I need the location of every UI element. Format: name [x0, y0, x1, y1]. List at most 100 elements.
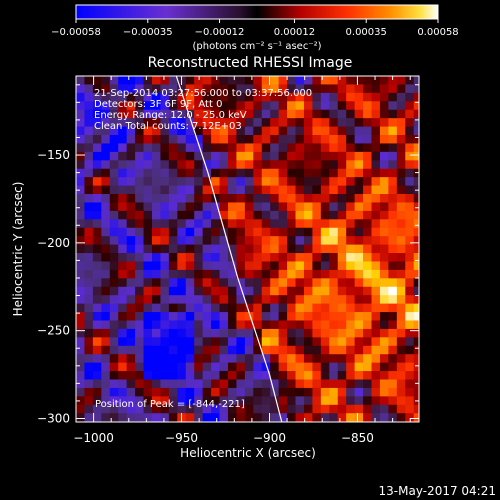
heatmap-pixel — [160, 244, 170, 254]
heatmap-pixel — [320, 118, 330, 127]
heatmap-pixel — [312, 320, 322, 330]
heatmap-pixel — [219, 185, 229, 195]
heatmap-pixel — [109, 194, 119, 203]
heatmap-pixel — [320, 362, 330, 372]
heatmap-pixel — [371, 286, 381, 296]
heatmap-pixel — [143, 328, 153, 338]
heatmap-pixel — [295, 202, 305, 212]
heatmap-pixel — [371, 219, 381, 229]
heatmap-pixel — [92, 236, 102, 246]
heatmap-pixel — [101, 236, 111, 246]
heatmap-pixel — [160, 194, 170, 203]
heatmap-pixel — [194, 135, 204, 144]
heatmap-pixel — [126, 185, 136, 195]
heatmap-pixel — [244, 404, 254, 414]
heatmap-pixel — [185, 135, 195, 144]
heatmap-pixel — [177, 396, 187, 406]
heatmap-pixel — [329, 261, 339, 271]
heatmap-pixel — [303, 118, 313, 127]
heatmap-pixel — [160, 345, 170, 355]
heatmap-pixel — [236, 126, 246, 136]
heatmap-pixel — [84, 118, 94, 127]
heatmap-pixel — [194, 337, 204, 347]
heatmap-pixel — [219, 76, 229, 85]
heatmap-pixel — [388, 109, 398, 119]
heatmap-pixel — [253, 404, 263, 414]
heatmap-pixel — [244, 177, 254, 186]
heatmap-pixel — [261, 278, 271, 288]
heatmap-pixel — [135, 328, 144, 338]
heatmap-pixel — [354, 219, 364, 229]
heatmap-pixel — [84, 177, 94, 186]
heatmap-pixel — [126, 126, 136, 136]
heatmap-pixel — [312, 194, 322, 203]
heatmap-pixel — [92, 253, 102, 262]
heatmap-pixel — [143, 303, 153, 313]
heatmap-pixel — [177, 379, 187, 389]
heatmap-pixel — [236, 286, 246, 296]
heatmap-pixel — [118, 253, 128, 262]
heatmap-pixel — [126, 210, 136, 220]
heatmap-pixel — [261, 109, 271, 119]
x-axis-title: Heliocentric X (arcsec) — [180, 446, 316, 460]
heatmap-pixel — [227, 421, 237, 422]
heatmap-pixel — [109, 160, 119, 170]
heatmap-pixel — [227, 244, 237, 254]
heatmap-pixel — [227, 337, 237, 347]
heatmap-pixel — [346, 261, 356, 271]
heatmap-pixel — [422, 101, 431, 110]
heatmap-pixel — [202, 295, 212, 305]
heatmap-pixel — [194, 143, 204, 153]
heatmap-pixel — [135, 320, 144, 330]
heatmap-pixel — [143, 345, 153, 355]
heatmap-pixel — [244, 379, 254, 389]
heatmap-pixel — [211, 269, 220, 279]
heatmap-pixel — [346, 396, 356, 406]
heatmap-pixel — [295, 269, 305, 279]
heatmap-pixel — [177, 253, 187, 262]
heatmap-pixel — [320, 286, 330, 296]
heatmap-pixel — [303, 295, 313, 305]
heatmap-pixel — [303, 227, 313, 237]
heatmap-pixel — [405, 278, 415, 288]
heatmap-pixel — [337, 126, 347, 136]
heatmap-pixel — [101, 421, 111, 422]
heatmap-pixel — [388, 286, 398, 296]
heatmap-pixel — [312, 345, 322, 355]
heatmap-pixel — [126, 295, 136, 305]
heatmap-pixel — [202, 135, 212, 144]
heatmap-pixel — [84, 295, 94, 305]
heatmap-pixel — [303, 396, 313, 406]
heatmap-pixel — [177, 143, 187, 153]
heatmap-pixel — [278, 210, 288, 220]
heatmap-pixel — [219, 278, 229, 288]
heatmap-pixel — [168, 269, 178, 279]
heatmap-pixel — [92, 396, 102, 406]
heatmap-pixel — [84, 135, 94, 144]
heatmap-pixel — [118, 379, 128, 389]
heatmap-pixel — [151, 84, 161, 94]
heatmap-pixel — [202, 143, 212, 153]
heatmap-pixel — [312, 84, 322, 94]
heatmap-pixel — [253, 244, 263, 254]
heatmap-pixel — [396, 92, 406, 102]
heatmap-pixel — [405, 286, 415, 296]
heatmap-pixel — [278, 328, 288, 338]
heatmap-pixel — [354, 362, 364, 372]
heatmap-pixel — [211, 101, 220, 111]
heatmap-pixel — [253, 278, 263, 288]
heatmap-pixel — [329, 345, 339, 355]
heatmap-pixel — [312, 337, 322, 347]
heatmap-pixel — [396, 362, 406, 372]
heatmap-pixel — [303, 253, 313, 262]
heatmap-pixel — [168, 320, 178, 330]
heatmap-pixel — [151, 151, 161, 161]
heatmap-pixel — [346, 244, 356, 254]
heatmap-pixel — [109, 151, 119, 161]
heatmap-pixel — [236, 236, 246, 246]
heatmap-pixel — [177, 354, 187, 364]
heatmap-pixel — [211, 345, 220, 355]
heatmap-pixel — [270, 92, 280, 102]
heatmap-pixel — [160, 295, 170, 305]
heatmap-pixel — [346, 194, 356, 203]
